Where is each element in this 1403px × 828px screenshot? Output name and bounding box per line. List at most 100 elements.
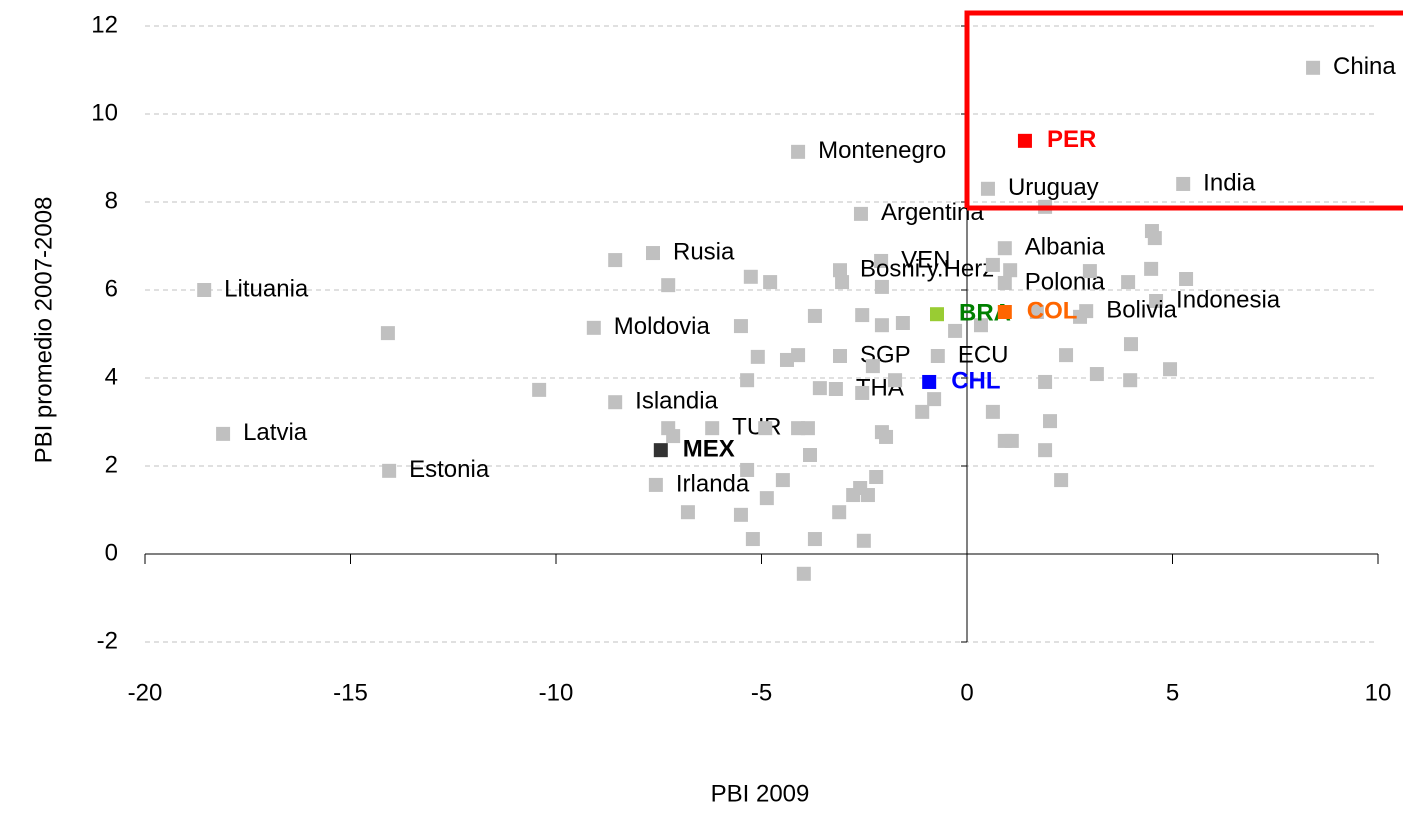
- point: [997, 275, 1012, 290]
- x-tick-label: -5: [751, 679, 772, 706]
- point: [733, 319, 748, 334]
- point: [865, 359, 880, 374]
- highlight-box: [964, 10, 1403, 211]
- point: [791, 348, 806, 363]
- point: [532, 382, 547, 397]
- point: [973, 318, 988, 333]
- point: [828, 382, 843, 396]
- point: [1003, 263, 1018, 278]
- point: [745, 532, 760, 547]
- point: [807, 532, 822, 547]
- point: [869, 470, 884, 484]
- x-axis-title: PBI 2009: [711, 780, 810, 807]
- highlight-label: CHL: [951, 367, 1000, 394]
- point: [740, 462, 755, 477]
- point-label: Montenegro: [818, 137, 946, 164]
- point: [980, 181, 995, 196]
- point: [666, 429, 681, 444]
- point-label: Islandia: [635, 388, 718, 415]
- point: [750, 349, 765, 364]
- x-tick-label: -15: [333, 679, 368, 706]
- y-tick-label: 2: [105, 451, 118, 478]
- point: [216, 426, 231, 441]
- point: [1163, 362, 1178, 377]
- point: [791, 144, 806, 159]
- point: [648, 477, 663, 492]
- point: [758, 421, 773, 436]
- point: [948, 323, 963, 338]
- point: [1147, 231, 1162, 246]
- y-tick-label: 8: [105, 187, 118, 214]
- point: [895, 316, 910, 330]
- point-label: India: [1203, 169, 1256, 196]
- point: [1306, 60, 1321, 75]
- point: [853, 481, 868, 495]
- point: [796, 566, 811, 581]
- point: [608, 395, 623, 410]
- point: [800, 421, 815, 436]
- point: [1149, 294, 1164, 308]
- point-label: Albania: [1025, 234, 1106, 261]
- y-tick-label: 4: [105, 363, 118, 390]
- point: [1123, 337, 1138, 352]
- point: [927, 392, 942, 407]
- point: [382, 463, 397, 478]
- point: [1059, 348, 1074, 363]
- point: [1123, 373, 1138, 388]
- point: [608, 253, 623, 268]
- x-tick-label: 5: [1166, 679, 1179, 706]
- point: [645, 246, 660, 261]
- point: [743, 269, 758, 284]
- point-label: China: [1333, 53, 1396, 80]
- point-label: Latvia: [243, 419, 308, 446]
- point: [759, 491, 774, 506]
- highlight-point: [929, 307, 944, 322]
- point-label: Bolivia: [1106, 296, 1177, 323]
- y-tick-label: 6: [105, 275, 118, 302]
- point: [1144, 261, 1159, 276]
- point: [1179, 272, 1194, 286]
- point: [733, 507, 748, 522]
- point: [586, 320, 601, 335]
- y-tick-label: 10: [91, 99, 118, 126]
- point: [1121, 275, 1136, 290]
- point: [740, 373, 755, 388]
- point-label: Irlanda: [676, 470, 750, 497]
- point: [1038, 443, 1053, 458]
- point: [985, 257, 1000, 272]
- point: [915, 404, 930, 419]
- point: [833, 263, 848, 278]
- point: [807, 308, 822, 323]
- point: [855, 308, 870, 323]
- point: [879, 429, 894, 444]
- point-label: VEN: [901, 246, 950, 273]
- point-label: TUR: [732, 414, 781, 441]
- point: [985, 404, 1000, 419]
- point: [1038, 374, 1053, 389]
- point: [835, 275, 850, 290]
- point-label: Moldovia: [614, 313, 711, 340]
- point: [997, 241, 1012, 256]
- point: [775, 473, 790, 488]
- point: [1089, 367, 1104, 382]
- point: [705, 421, 720, 436]
- point: [832, 505, 847, 520]
- x-tick-label: -10: [539, 679, 574, 706]
- point-label: Rusia: [673, 238, 735, 265]
- point: [1073, 309, 1088, 324]
- highlight-point: [1017, 133, 1032, 148]
- point: [856, 533, 871, 548]
- point-label: Bosni.y.Herz: [860, 256, 994, 283]
- x-tick-label: -20: [128, 679, 163, 706]
- point: [1004, 433, 1019, 448]
- point-label: Indonesia: [1176, 286, 1281, 313]
- y-tick-label: -2: [97, 627, 118, 654]
- x-tick-label: 10: [1365, 679, 1392, 706]
- highlight-label: PER: [1047, 126, 1096, 153]
- point-label: Lituania: [224, 275, 309, 302]
- point: [661, 278, 676, 293]
- point: [930, 349, 945, 363]
- point: [680, 505, 695, 520]
